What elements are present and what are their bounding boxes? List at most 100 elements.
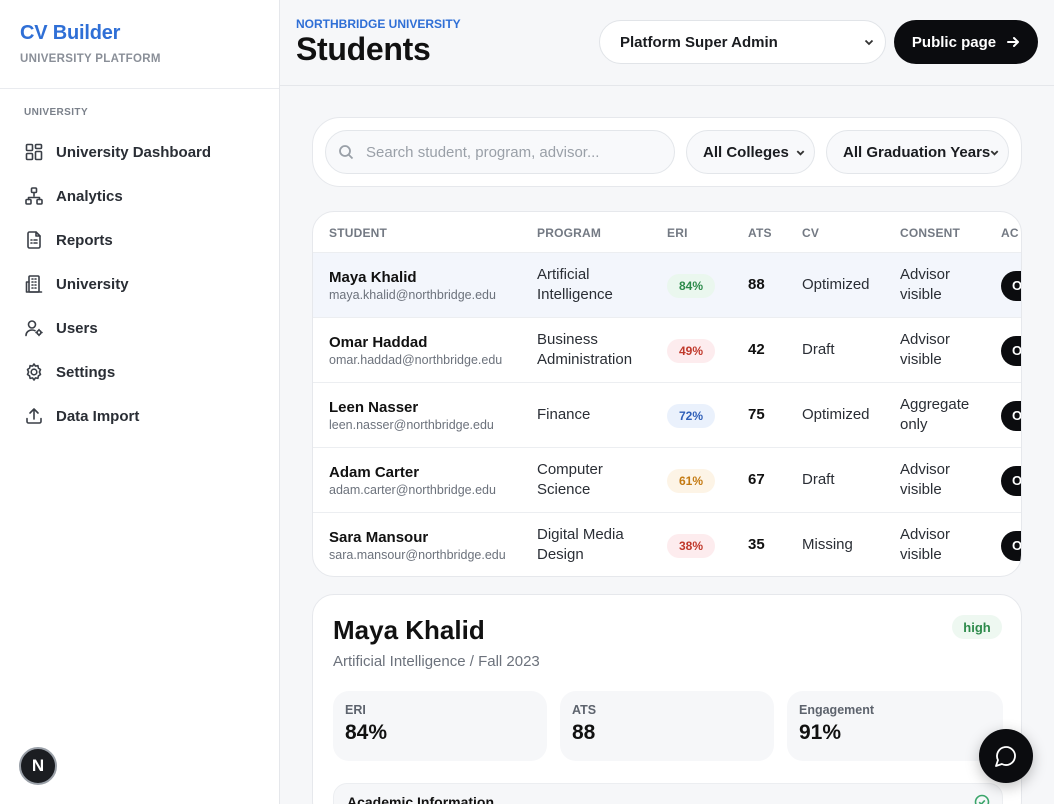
student-program: Business Administration <box>537 331 633 368</box>
ats-score: 42 <box>748 341 765 358</box>
filter-bar: All Colleges All Graduation Years <box>312 117 1022 187</box>
metric-value: 91% <box>799 721 842 744</box>
users-gear-icon <box>25 320 43 337</box>
consent-status: Aggregate only <box>900 396 970 433</box>
metric-card-ats: ATS 88 <box>560 691 774 761</box>
metric-label: ERI <box>345 703 366 717</box>
student-email: sara.mansour@northbridge.edu <box>329 548 506 562</box>
cv-status: Draft <box>802 341 835 358</box>
sidebar-item-label: University <box>56 275 129 293</box>
sidebar-item-university[interactable]: University <box>0 262 279 306</box>
metric-value: 84% <box>345 721 388 744</box>
table-row[interactable]: Sara Mansour sara.mansour@northbridge.ed… <box>313 513 1021 576</box>
ats-score: 67 <box>748 471 765 488</box>
table-row[interactable]: Leen Nasser leen.nasser@northbridge.edu … <box>313 383 1021 448</box>
column-header-eri[interactable]: ERI <box>667 226 688 240</box>
eri-badge: 38% <box>667 534 715 558</box>
student-name: Sara Mansour <box>329 529 429 546</box>
sidebar-item-settings[interactable]: Settings <box>0 350 279 394</box>
status-badge: high <box>952 615 1002 639</box>
chat-button[interactable] <box>979 729 1033 783</box>
ats-score: 75 <box>748 406 765 423</box>
student-name: Omar Haddad <box>329 334 428 351</box>
student-name: Maya Khalid <box>329 269 417 286</box>
sidebar-item-data-import[interactable]: Data Import <box>0 394 279 438</box>
sidebar-item-university-dashboard[interactable]: University Dashboard <box>0 130 279 174</box>
college-filter-value: All Colleges <box>703 143 789 161</box>
eri-badge: 49% <box>667 339 715 363</box>
eri-badge: 72% <box>667 404 715 428</box>
sidebar-item-label: Data Import <box>56 407 140 425</box>
nav-section-label: UNIVERSITY <box>24 107 89 118</box>
open-student-button[interactable]: O <box>1001 401 1021 431</box>
public-page-button[interactable]: Public page <box>894 20 1038 64</box>
detail-student-name: Maya Khalid <box>333 615 485 645</box>
student-name: Leen Nasser <box>329 399 419 416</box>
student-email: omar.haddad@northbridge.edu <box>329 353 503 367</box>
gear-icon <box>26 363 42 381</box>
table-row[interactable]: Omar Haddad omar.haddad@northbridge.edu … <box>313 318 1021 383</box>
sidebar-nav: University Dashboard Analytics Reports U… <box>0 130 279 438</box>
role-select[interactable]: Platform Super Admin <box>599 20 886 64</box>
academic-information-section[interactable]: Academic Information <box>333 783 1003 804</box>
brand-subtitle: UNIVERSITY PLATFORM <box>20 53 161 65</box>
dashboard-grid-icon <box>25 143 43 161</box>
open-student-button[interactable]: O <box>1001 466 1021 496</box>
graduation-year-filter-select[interactable]: All Graduation Years <box>826 130 1009 174</box>
ats-score: 35 <box>748 536 765 553</box>
metric-label: Engagement <box>799 703 875 717</box>
eri-badge: 61% <box>667 469 715 493</box>
table-header: STUDENT PROGRAM ERI ATS CV CONSENT AC <box>313 212 1021 253</box>
sidebar-item-users[interactable]: Users <box>0 306 279 350</box>
avatar[interactable]: N <box>19 747 57 785</box>
column-header-cv[interactable]: CV <box>802 226 820 240</box>
graduation-year-filter-value: All Graduation Years <box>843 143 991 161</box>
search-box[interactable] <box>325 130 675 174</box>
student-name: Adam Carter <box>329 464 420 481</box>
open-student-button[interactable]: O <box>1001 531 1021 561</box>
consent-status: Advisor visible <box>900 526 951 563</box>
role-select-value: Platform Super Admin <box>620 33 778 51</box>
sidebar-item-reports[interactable]: Reports <box>0 218 279 262</box>
consent-status: Advisor visible <box>900 266 951 303</box>
open-student-button[interactable]: O <box>1001 336 1021 366</box>
brand-title[interactable]: CV Builder <box>20 22 121 44</box>
sidebar-item-analytics[interactable]: Analytics <box>0 174 279 218</box>
reports-document-icon <box>27 231 41 249</box>
chevron-down-icon <box>864 39 874 46</box>
ats-score: 88 <box>748 276 765 293</box>
student-program: Finance <box>537 406 591 423</box>
cv-status: Draft <box>802 471 835 488</box>
student-detail-card: Maya Khalid Artificial Intelligence / Fa… <box>312 594 1022 804</box>
search-input[interactable] <box>366 143 666 161</box>
column-header-consent[interactable]: CONSENT <box>900 226 961 240</box>
sidebar-item-label: Settings <box>56 363 116 381</box>
page-header: NORTHBRIDGE UNIVERSITY Students Platform… <box>280 0 1054 86</box>
consent-status: Advisor visible <box>900 461 951 498</box>
metric-value: 88 <box>572 721 596 744</box>
cv-status: Optimized <box>802 276 870 293</box>
open-student-button[interactable]: O <box>1001 271 1021 301</box>
public-page-button-label: Public page <box>911 33 997 51</box>
section-title: Academic Information <box>347 794 495 804</box>
cv-status: Optimized <box>802 406 870 423</box>
table-row[interactable]: Adam Carter adam.carter@northbridge.edu … <box>313 448 1021 513</box>
metric-label: ATS <box>572 703 597 717</box>
students-table: STUDENT PROGRAM ERI ATS CV CONSENT AC Ma… <box>312 211 1022 577</box>
metric-card-eri: ERI 84% <box>333 691 547 761</box>
brand: CV Builder UNIVERSITY PLATFORM <box>0 0 279 89</box>
university-label: NORTHBRIDGE UNIVERSITY <box>296 17 461 31</box>
column-header-program[interactable]: PROGRAM <box>537 226 602 240</box>
column-header-student[interactable]: STUDENT <box>329 226 388 240</box>
column-header-actions: AC <box>1001 226 1019 240</box>
arrow-right-icon <box>1007 37 1020 47</box>
chat-bubble-icon <box>995 746 1016 767</box>
student-email: maya.khalid@northbridge.edu <box>329 288 496 302</box>
table-row[interactable]: Maya Khalid maya.khalid@northbridge.edu … <box>313 253 1021 318</box>
college-filter-select[interactable]: All Colleges <box>686 130 815 174</box>
column-header-ats[interactable]: ATS <box>748 226 772 240</box>
building-icon <box>25 275 43 293</box>
sidebar-item-label: Users <box>56 319 98 337</box>
chevron-down-icon <box>990 150 999 156</box>
eri-badge: 84% <box>667 274 715 298</box>
